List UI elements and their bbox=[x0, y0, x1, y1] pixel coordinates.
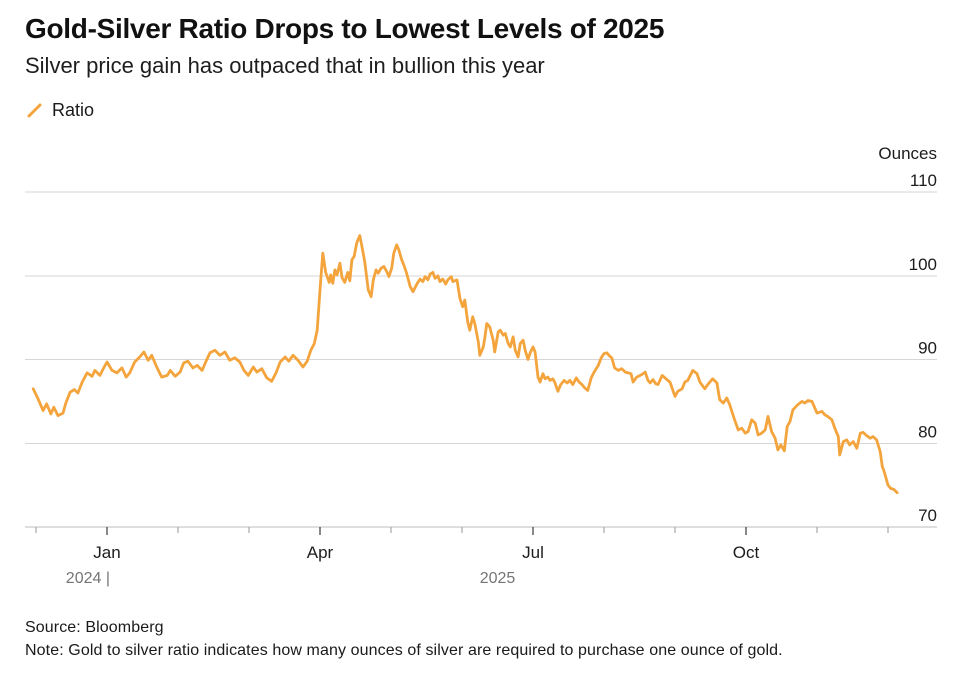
ratio-slash-icon bbox=[26, 102, 43, 119]
y-tick-label-70: 70 bbox=[918, 506, 937, 525]
ratio-line-series bbox=[31, 234, 899, 495]
chart-subtitle: Silver price gain has outpaced that in b… bbox=[25, 53, 545, 78]
month-label-jul: Jul bbox=[522, 543, 544, 562]
y-tick-label-80: 80 bbox=[918, 422, 937, 441]
source-text: Source: Bloomberg bbox=[25, 619, 164, 636]
note-text: Note: Gold to silver ratio indicates how… bbox=[25, 642, 783, 659]
y-tick-label-100: 100 bbox=[909, 255, 937, 274]
legend: Ratio bbox=[26, 100, 94, 121]
y-axis-unit-label: Ounces bbox=[878, 144, 937, 163]
y-tick-label-110: 110 bbox=[910, 171, 937, 190]
legend-label-ratio: Ratio bbox=[52, 100, 95, 120]
year-label-2024: 2024 | bbox=[66, 570, 110, 587]
month-label-jan: Jan bbox=[93, 543, 120, 562]
month-label-apr: Apr bbox=[307, 543, 334, 562]
page-title: Gold-Silver Ratio Drops to Lowest Levels… bbox=[25, 13, 665, 44]
year-label-2025: 2025 bbox=[480, 570, 516, 587]
y-tick-label-90: 90 bbox=[918, 339, 937, 358]
month-label-oct: Oct bbox=[733, 543, 760, 562]
